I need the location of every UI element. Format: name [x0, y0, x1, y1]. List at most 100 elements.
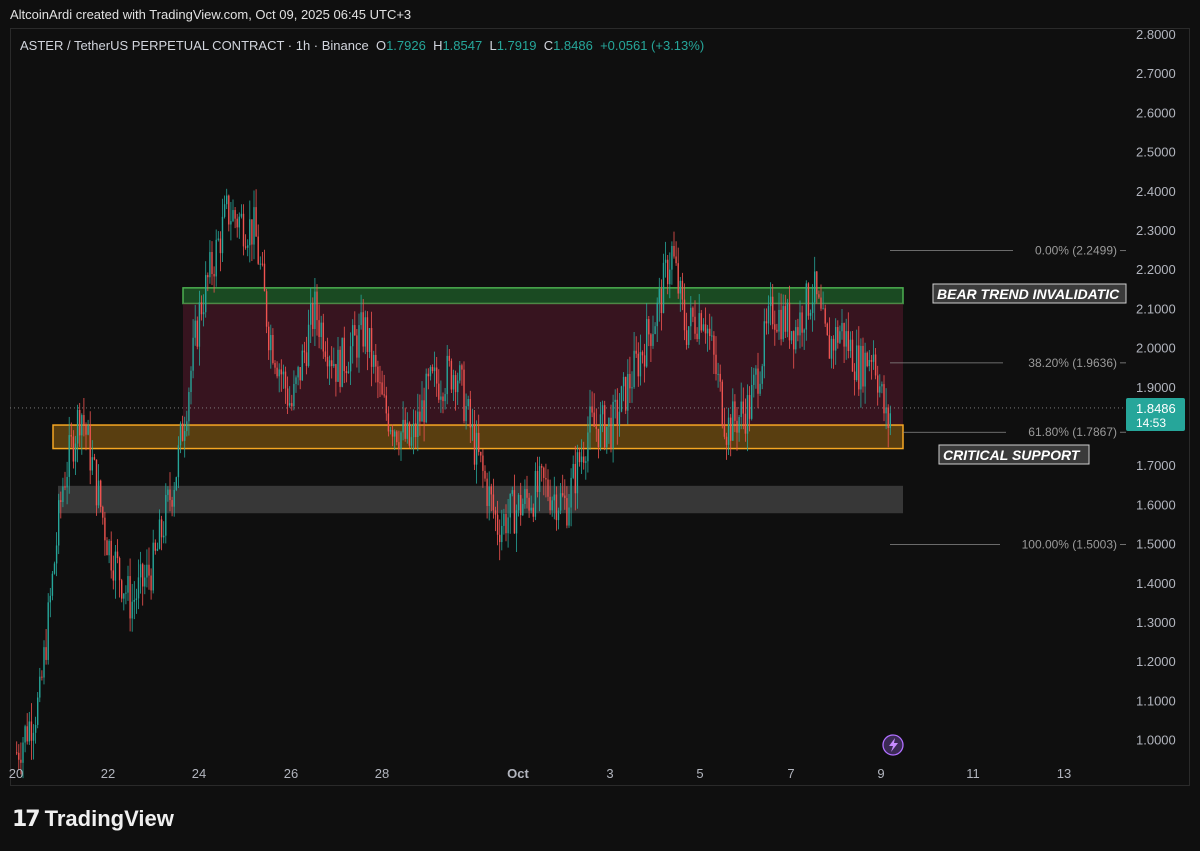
candle-body: [553, 494, 555, 501]
candle-body: [305, 352, 308, 366]
candle-body: [793, 331, 795, 350]
candle-body: [76, 410, 79, 444]
candle-body: [436, 367, 438, 384]
candle-body: [68, 435, 70, 477]
candle-body: [299, 367, 301, 381]
candle-body: [515, 510, 518, 534]
last-price-countdown: 14:53: [1136, 416, 1166, 430]
candle-body: [255, 207, 257, 237]
candle-body: [660, 288, 663, 314]
candle-body: [55, 545, 58, 564]
candle-body: [566, 498, 568, 526]
candle-body: [146, 564, 148, 578]
tradingview-logo[interactable]: 17 TradingView: [12, 806, 174, 832]
candle-body: [181, 423, 184, 441]
candle-body: [559, 493, 562, 511]
candle-body: [803, 329, 805, 333]
price-chart[interactable]: 0.00% (2.2499) 38.20% (1.9636) 61.80% (1.7…: [0, 0, 1200, 790]
candle-body: [179, 423, 182, 446]
y-tick-label: 2.6000: [1136, 105, 1176, 120]
x-tick-label: 28: [375, 766, 389, 781]
candle-body: [507, 517, 509, 534]
candle-body: [284, 371, 287, 389]
candle-body: [253, 207, 255, 245]
candle-body: [851, 339, 854, 372]
candle-body: [740, 401, 742, 418]
x-tick-label: 5: [696, 766, 703, 781]
candle-body: [736, 420, 738, 433]
candle-body: [744, 413, 747, 434]
candle-body: [263, 263, 266, 292]
candle-body: [757, 368, 759, 394]
x-tick-label: 24: [192, 766, 206, 781]
candle-body: [814, 271, 816, 303]
last-price-badge: [1126, 397, 1185, 431]
candle-body: [767, 306, 770, 324]
candle-body: [488, 486, 490, 506]
candle-body: [593, 412, 595, 427]
green-zone-label: BEAR TREND INVALIDATIC: [937, 286, 1120, 302]
candle-body: [709, 328, 711, 336]
candle-body: [352, 325, 354, 347]
candle-body: [627, 373, 629, 411]
candle-body: [219, 238, 222, 254]
candle-body: [427, 373, 429, 377]
candle-body: [72, 436, 75, 462]
candle-body: [221, 216, 224, 254]
candle-body: [463, 369, 465, 422]
candle-body: [238, 216, 240, 228]
candle-body: [121, 580, 123, 599]
candle-body: [828, 335, 831, 359]
candle-body: [349, 346, 352, 372]
candle-body: [776, 329, 778, 332]
candle-body: [807, 283, 810, 316]
candle-body: [473, 424, 476, 465]
candle-body: [362, 312, 364, 347]
candle-body: [580, 456, 583, 463]
candle-body: [780, 309, 782, 340]
candle-body: [167, 489, 169, 495]
candle-body: [440, 396, 442, 400]
candle-body: [643, 355, 646, 367]
candle-body: [522, 504, 524, 516]
candle-body: [732, 401, 734, 441]
candle-body: [734, 401, 736, 421]
candle-body: [492, 494, 495, 511]
candle-body: [879, 386, 881, 393]
candle-body: [480, 451, 482, 456]
change-value: +0.0561 (+3.13%): [600, 38, 705, 53]
candle-body: [320, 322, 322, 337]
candle-body: [343, 337, 345, 372]
y-tick-label: 2.8000: [1136, 27, 1176, 42]
candle-body: [398, 442, 400, 450]
candle-body: [583, 456, 585, 463]
candle-body: [39, 676, 41, 698]
candle-body: [608, 417, 610, 427]
candle-body: [625, 376, 627, 411]
candle-body: [64, 486, 66, 488]
candle-body: [788, 302, 791, 341]
candle-body: [753, 374, 755, 385]
candle-body: [652, 334, 654, 346]
candle-body: [236, 218, 238, 228]
candle-body: [860, 345, 862, 390]
candle-body: [868, 360, 870, 367]
candle-body: [45, 647, 47, 660]
candle-body: [22, 742, 24, 763]
candle-body: [562, 493, 564, 496]
candle-body: [331, 360, 333, 367]
candle-body: [727, 417, 730, 445]
candle-body: [681, 280, 684, 300]
candle-body: [314, 291, 316, 330]
low-value: 1.7919: [496, 38, 537, 53]
candle-body: [215, 239, 217, 277]
candle-body: [534, 470, 537, 517]
candle-body: [832, 338, 835, 351]
candle-body: [587, 432, 589, 462]
candle-body: [144, 577, 146, 587]
candle-body: [778, 309, 780, 332]
candle-body: [799, 312, 801, 336]
candle-body: [856, 345, 858, 381]
candle-body: [671, 245, 673, 270]
candle-body: [748, 395, 751, 419]
